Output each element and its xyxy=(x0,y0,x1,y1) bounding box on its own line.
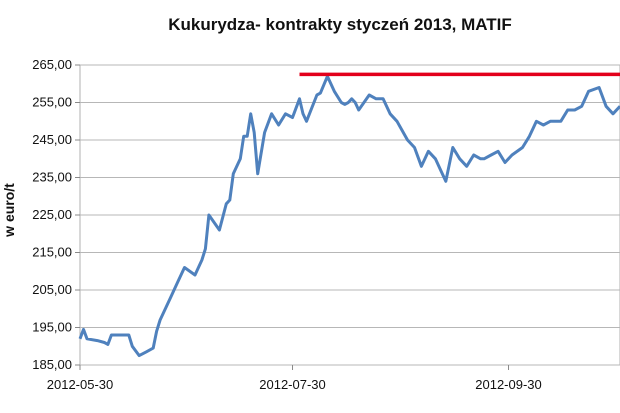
y-tick-label: 255,00 xyxy=(32,95,72,110)
y-tick-label: 205,00 xyxy=(32,282,72,297)
y-tick-label: 195,00 xyxy=(32,320,72,335)
y-tick-label: 235,00 xyxy=(32,170,72,185)
x-tick-label: 2012-09-30 xyxy=(475,377,542,392)
y-tick-label: 265,00 xyxy=(32,57,72,72)
x-tick-label: 2012-07-30 xyxy=(259,377,326,392)
y-axis-title: w euro/t xyxy=(1,183,17,238)
y-tick-label: 215,00 xyxy=(32,245,72,260)
chart-title: Kukurydza- kontrakty styczeń 2013, MATIF xyxy=(168,15,512,34)
x-tick-label: 2012-05-30 xyxy=(47,377,114,392)
y-tick-label: 245,00 xyxy=(32,132,72,147)
y-tick-label: 185,00 xyxy=(32,357,72,372)
price-series-line xyxy=(78,74,620,358)
y-tick-label: 225,00 xyxy=(32,207,72,222)
